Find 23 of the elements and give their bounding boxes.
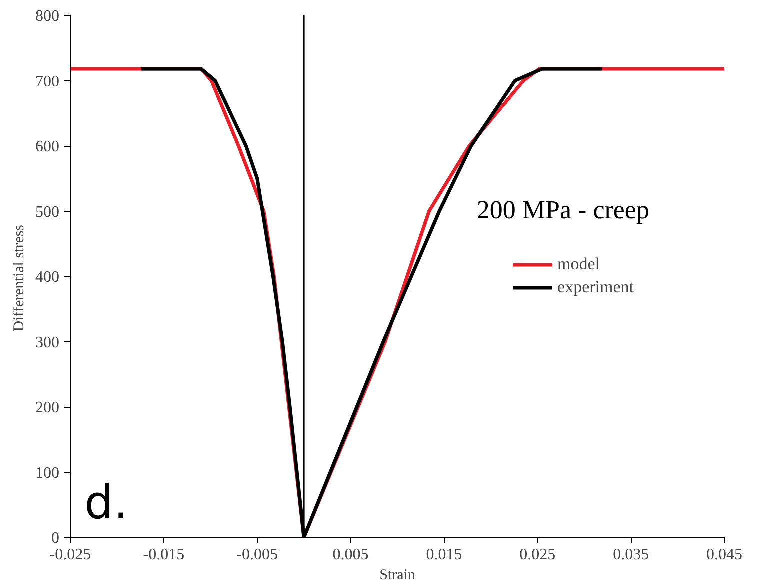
y-tick-label: 300 xyxy=(36,334,60,352)
x-axis-title: Strain xyxy=(380,568,416,584)
x-tick-label: 0.015 xyxy=(426,546,462,564)
x-tick-label: -0.015 xyxy=(143,546,185,564)
y-tick-label: 100 xyxy=(36,464,60,482)
y-axis-title: Differential stress xyxy=(12,224,28,332)
x-tick-label: 0.025 xyxy=(520,546,556,564)
x-tick-label: 0.035 xyxy=(613,546,650,564)
legend-label: experiment xyxy=(558,278,634,298)
y-tick-label: 500 xyxy=(36,204,60,221)
annotation: d. xyxy=(84,476,128,530)
x-tick-label: 0.045 xyxy=(706,546,742,564)
x-tick-label: -0.005 xyxy=(236,546,278,564)
y-tick-label: 800 xyxy=(36,8,60,25)
y-tick-label: 700 xyxy=(36,73,60,90)
y-tick-label: 600 xyxy=(36,138,60,156)
x-tick-label: 0.005 xyxy=(332,546,369,564)
y-tick-label: 400 xyxy=(36,269,60,286)
annotation: 200 MPa - creep xyxy=(476,195,650,224)
y-tick-label: 200 xyxy=(36,400,60,416)
y-tick-label: 0 xyxy=(52,530,60,547)
legend-label: model xyxy=(558,254,600,274)
x-tick-label: -0.025 xyxy=(50,546,92,564)
